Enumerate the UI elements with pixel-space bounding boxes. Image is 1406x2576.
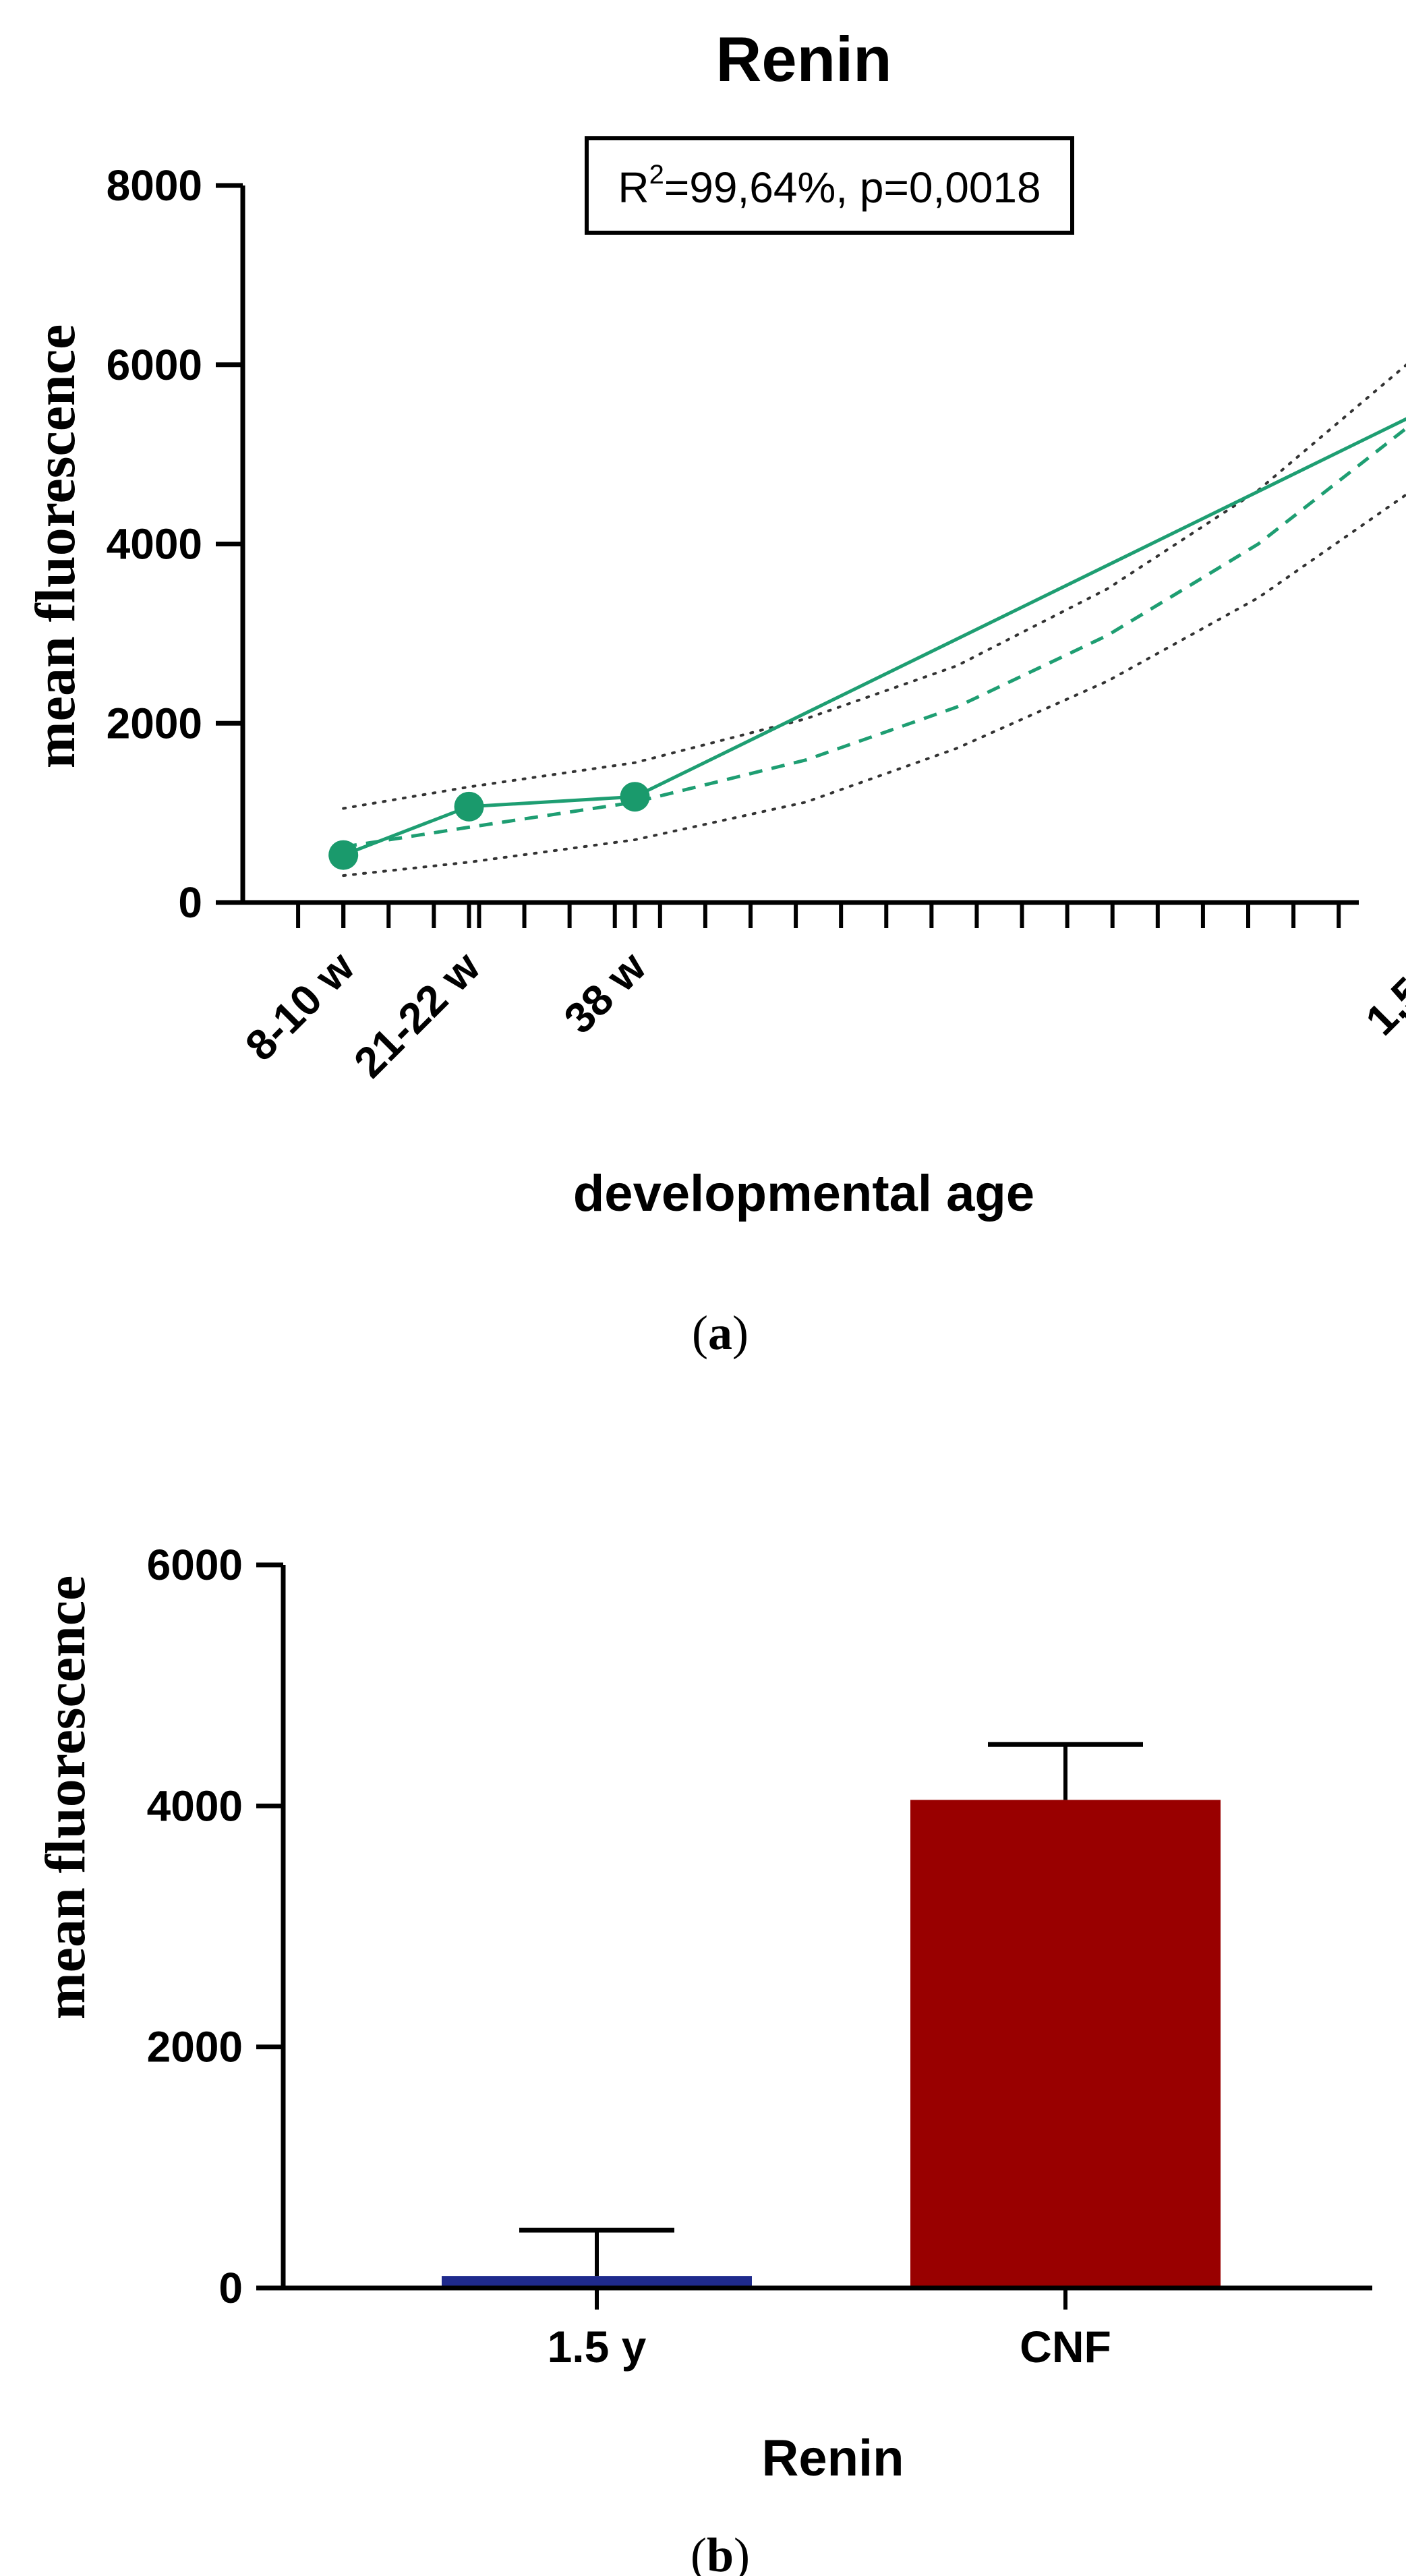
fit-curve: [343, 426, 1406, 849]
panel-b-caption: (b): [691, 2528, 750, 2576]
x-tick-label: 1.5 y: [548, 2322, 647, 2372]
x-tick-label: 1,5 y: [1356, 942, 1406, 1045]
x-tick-label: 8-10 w: [236, 942, 363, 1070]
y-tick-label: 6000: [147, 1541, 243, 1589]
y-tick-label: 4000: [107, 520, 202, 569]
y-tick-label: 2000: [147, 2023, 243, 2071]
x-axis-label: developmental age: [573, 1165, 1034, 1222]
bars: [442, 1742, 1221, 2288]
x-axis: 1.5 y CNF: [281, 2285, 1372, 2372]
y-tick-label: 4000: [147, 1781, 243, 1830]
y-tick-label: 0: [218, 2264, 243, 2312]
series-line: [343, 417, 1406, 857]
panel-a-caption: (a): [692, 1306, 749, 1360]
r2-superscript: 2: [649, 160, 664, 190]
data-point: [328, 840, 359, 870]
svg-text:R2=99,64%, p=0,0018: R2=99,64%, p=0,0018: [618, 160, 1041, 212]
bar: [910, 1800, 1221, 2288]
confidence-band: [342, 363, 1406, 878]
stats-annotation-box: [585, 136, 1074, 235]
x-tick-label: 38 w: [554, 942, 655, 1043]
x-axis-label: Renin: [761, 2430, 904, 2487]
y-axis-label: mean fluorescence: [34, 1576, 97, 2020]
ci-lower-line: [342, 493, 1406, 878]
bar: [442, 2276, 752, 2288]
y-axis-label: mean fluorescence: [24, 324, 87, 769]
y-tick-label: 8000: [107, 161, 202, 210]
bar-chart: mean fluorescence 0 2000 4000 6000 1.5 y CNF…: [34, 1541, 1372, 2576]
fit-curve-line: [343, 426, 1406, 849]
x-tick-label: 21-22 w: [345, 942, 490, 1087]
x-axis: 8-10 w21-22 w 38 w 1,5 y: [236, 900, 1406, 1087]
ci-upper-line: [342, 363, 1406, 810]
data-point: [454, 791, 484, 822]
data-series: [328, 417, 1406, 870]
line-chart: Renin R2=99,64%, p=0,0018 mean fluoresce…: [24, 24, 1406, 1360]
data-point: [620, 782, 650, 812]
y-tick-label: 2000: [107, 699, 202, 747]
chart-title: Renin: [715, 24, 891, 94]
y-tick-label: 6000: [107, 341, 202, 389]
y-tick-label: 0: [178, 878, 202, 927]
x-tick-label: CNF: [1020, 2322, 1111, 2372]
y-axis: 0 2000 4000 6000 8000: [107, 161, 245, 927]
r2-label: R: [618, 163, 649, 212]
stats-annotation: R2=99,64%, p=0,0018: [585, 136, 1074, 235]
y-axis: 0 2000 4000 6000: [147, 1541, 286, 2312]
r2-value: =99,64%, p=0,0018: [664, 163, 1041, 212]
